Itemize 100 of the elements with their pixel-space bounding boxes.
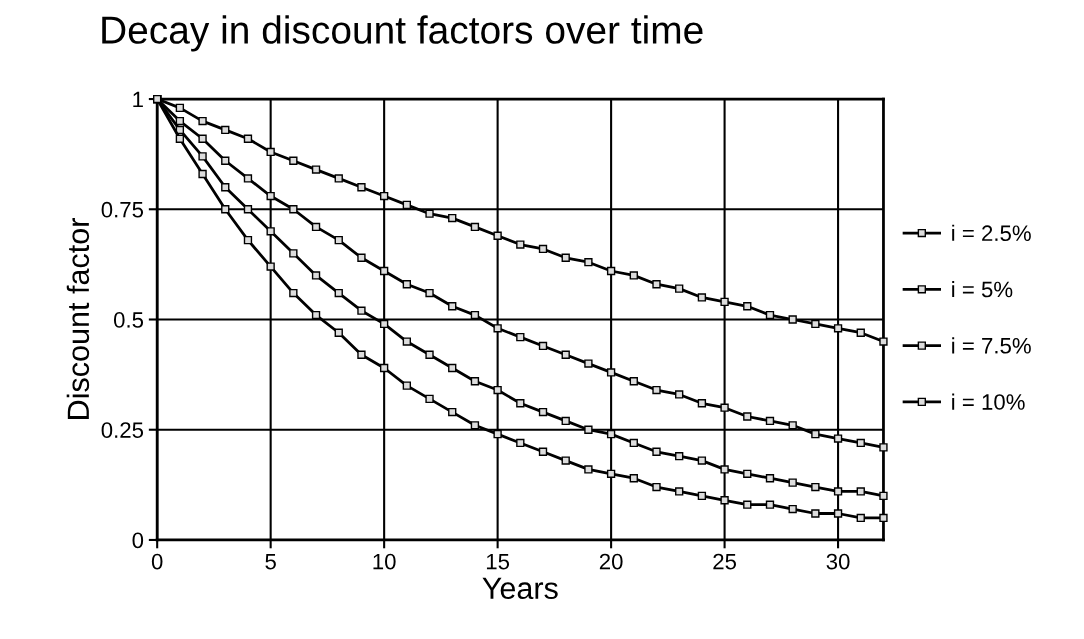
y-tick-label: 0.5 [113,312,144,328]
point [266,147,275,157]
point [448,363,457,373]
point [584,359,593,368]
point [311,310,321,320]
point [538,407,548,417]
point [652,482,661,492]
point [493,324,502,333]
point [788,504,797,514]
point [198,169,207,179]
point [266,262,275,271]
legend-label: i = 7.5% [952,337,1031,354]
y-tick-label: 0.75 [101,201,144,218]
point [833,324,843,333]
x-tick-label: 0 [151,553,163,570]
point [379,319,389,329]
y-tick-label: 1 [133,91,143,108]
point [629,377,638,386]
point [425,394,434,404]
point [402,280,412,289]
point [379,191,389,201]
point [833,487,843,496]
point [743,412,752,421]
x-tick-label: 25 [713,553,737,570]
point [879,443,888,452]
point [470,222,480,232]
y-axis-title: Discount factor [66,218,90,419]
point [629,438,638,448]
point [425,209,434,218]
point [743,500,752,509]
point [221,183,230,192]
point [538,341,548,351]
point [788,421,797,430]
point [448,407,457,417]
point [833,509,843,518]
point [379,363,389,373]
point [675,452,684,461]
point [379,266,389,276]
point [243,134,253,143]
point [811,429,820,439]
point [402,200,412,210]
point [720,496,729,505]
point [765,310,775,320]
point [879,337,888,346]
point [606,469,616,478]
point [357,183,366,192]
point [675,487,684,496]
point [765,500,775,509]
point [516,332,525,342]
point [675,390,684,399]
point [697,456,707,465]
point [493,385,502,395]
point [221,156,230,165]
point [448,302,457,311]
point [243,235,253,245]
point [289,288,298,298]
point [561,350,570,359]
legend-label: i = 2.5% [952,224,1031,242]
point [266,191,275,201]
point [334,328,343,337]
y-tick-label: 0 [132,532,144,549]
point [289,249,298,258]
point [538,447,548,456]
point [334,288,343,298]
point [470,421,480,430]
point [629,271,638,280]
point [765,416,775,426]
point [516,240,525,249]
point [629,474,638,483]
point [402,337,412,346]
x-tick-label: 20 [599,553,623,570]
point [879,513,888,523]
point [743,469,752,478]
point [334,235,343,245]
point [516,438,525,448]
y-tick-label: 0.25 [101,422,144,438]
point [811,482,820,492]
x-tick-label: 15 [486,553,510,570]
point [856,438,865,448]
point [516,399,525,408]
point [561,416,570,426]
point [856,513,865,523]
point [266,227,275,236]
point [425,350,434,359]
x-tick-label: 10 [373,553,396,570]
point [720,403,729,412]
point [584,258,593,267]
point [606,368,616,377]
point [198,116,207,126]
point [311,222,321,232]
point [357,253,366,262]
point [448,213,457,223]
point [334,174,343,183]
point [357,306,366,315]
point [811,509,820,518]
point [788,478,797,487]
point [402,381,412,390]
point [856,487,865,496]
x-axis-title: Years [482,577,558,600]
point [561,456,570,465]
